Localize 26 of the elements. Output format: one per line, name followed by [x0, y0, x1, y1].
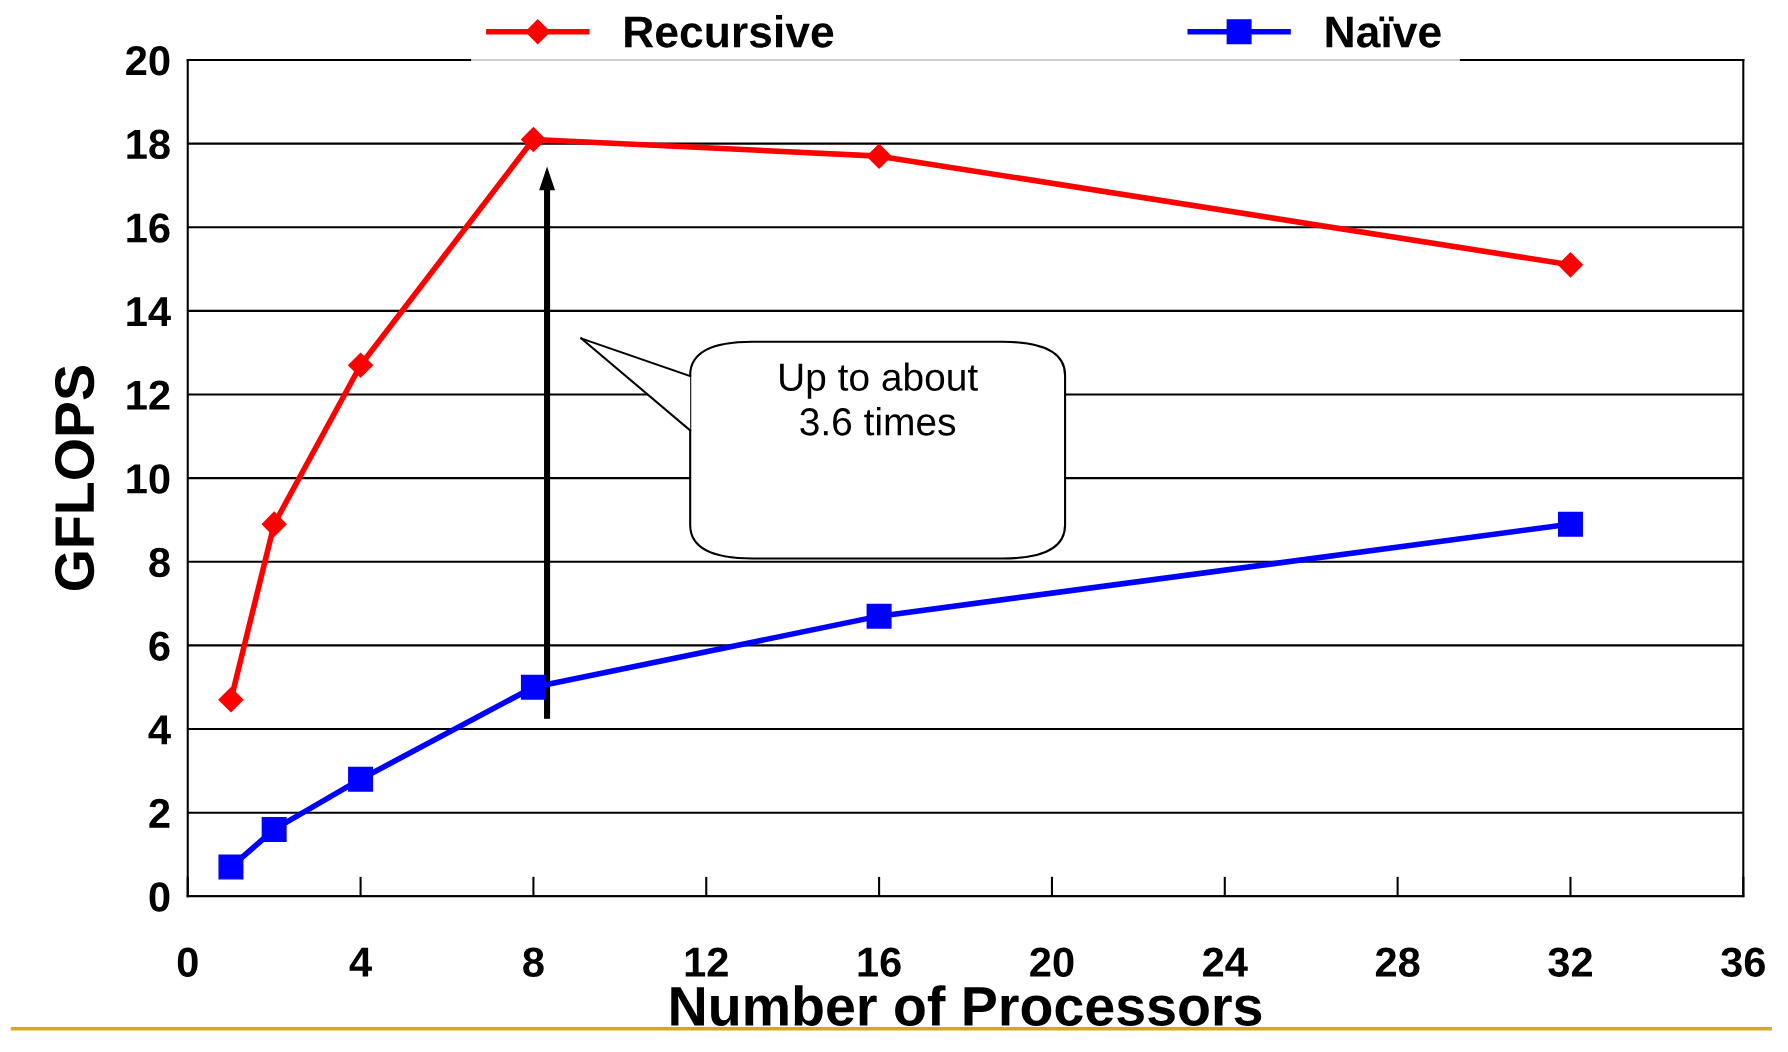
- x-tick-label: 8: [523, 947, 544, 977]
- y-tick-label: 8: [149, 547, 170, 578]
- x-tick-label: 36: [1721, 947, 1765, 977]
- y-tick-label: 12: [127, 380, 170, 410]
- y-tick-label: 10: [127, 464, 170, 494]
- annotation: Up to about 3.6 times: [780, 362, 978, 436]
- x-tick-label: 28: [1375, 947, 1420, 977]
- y-tick-label: 14: [127, 297, 171, 326]
- y-axis-title: GFLOPS: [54, 366, 95, 591]
- y-tick-label: 18: [127, 129, 170, 160]
- x-tick-label: 20: [1030, 947, 1074, 977]
- y-tick-label: 0: [149, 882, 170, 912]
- y-tick-label: 6: [149, 631, 170, 661]
- legend-label: Naïve: [1326, 16, 1441, 48]
- x-tick-label: 12: [685, 947, 728, 977]
- y-tick-label: 16: [127, 213, 170, 243]
- x-axis-title: Number of Processors: [671, 985, 1262, 1026]
- x-tick-label: 4: [349, 947, 372, 977]
- x-tick-label: 0: [177, 947, 198, 977]
- x-tick-label: 16: [858, 947, 901, 977]
- y-tick-label: 2: [149, 798, 170, 828]
- x-tick-label: 32: [1548, 947, 1592, 977]
- y-tick-label: 20: [126, 45, 170, 76]
- legend-label: Recursive: [625, 15, 834, 48]
- y-tick-label: 4: [148, 715, 171, 745]
- x-tick-label: 24: [1203, 947, 1248, 977]
